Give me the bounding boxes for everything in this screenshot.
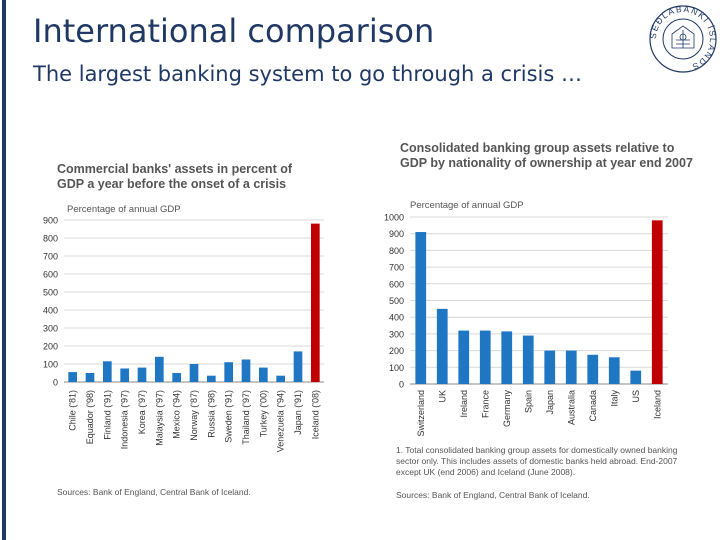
- y-tick-label: 600: [43, 270, 58, 280]
- bar: [651, 220, 663, 384]
- bar: [224, 362, 233, 382]
- bar: [120, 368, 129, 382]
- chart2: 0 100 200 300 400 500 600 700 800 900 1000 Switzerl…: [384, 213, 668, 437]
- x-tick-label: Turkey ('00): [258, 390, 268, 437]
- x-tick-label: Australia: [566, 390, 576, 425]
- bar: [259, 367, 268, 382]
- y-tick-label: 300: [43, 324, 58, 334]
- bar: [85, 373, 95, 382]
- slide-accent-bar: [2, 0, 6, 540]
- x-tick-label: Italy: [609, 390, 619, 407]
- y-tick-label: 1000: [384, 213, 404, 223]
- y-tick-label: 200: [43, 342, 58, 352]
- y-tick-label: 200: [389, 346, 404, 356]
- bar: [207, 375, 216, 382]
- chart1: 0 100 200 300 400 500 600 700 800 900 Chile ('81) E…: [43, 216, 324, 452]
- bar: [241, 359, 251, 382]
- bar: [608, 357, 620, 384]
- y-tick-label: 600: [389, 279, 404, 289]
- x-tick-label: Malaysia ('97): [154, 390, 164, 446]
- y-tick-label: 700: [389, 263, 404, 273]
- bar: [103, 361, 112, 382]
- bar: [155, 356, 164, 382]
- x-tick-label: Russia ('98): [206, 390, 216, 438]
- bar: [311, 223, 320, 382]
- chart2-title: Consolidated banking group assets relati…: [400, 141, 693, 170]
- bar: [544, 350, 556, 384]
- bar: [630, 370, 642, 384]
- x-tick-label: Norway ('87): [189, 390, 199, 441]
- x-tick-label: UK: [437, 390, 447, 403]
- bar: [587, 354, 599, 384]
- y-tick-label: 0: [399, 380, 404, 390]
- chart2-source: Sources: Bank of England, Central Bank o…: [396, 490, 590, 500]
- x-tick-label: Sweden ('91): [224, 390, 234, 443]
- x-tick-label: Equador ('98): [85, 390, 95, 444]
- x-tick-label: Iceland ('08): [310, 390, 320, 439]
- x-tick-label: Japan ('91): [293, 390, 303, 435]
- chart1-title: Commercial banks' assets in percent of G…: [57, 162, 293, 191]
- x-tick-label: Indonesia ('97): [120, 390, 130, 449]
- x-tick-label: Spain: [523, 390, 533, 413]
- y-tick-label: 400: [389, 313, 404, 323]
- bar: [522, 335, 534, 384]
- x-tick-label: Germany: [502, 390, 512, 428]
- x-tick-label: Mexico ('94): [172, 390, 182, 439]
- chart1-unit-label: Percentage of annual GDP: [67, 204, 181, 215]
- chart2-footnote: 1. Total consolidated banking group asse…: [396, 445, 678, 477]
- bar: [479, 330, 491, 384]
- slide-subtitle: The largest banking system to go through…: [33, 62, 582, 86]
- y-tick-label: 800: [43, 234, 58, 244]
- y-tick-label: 900: [43, 216, 58, 226]
- x-tick-label: Canada: [588, 390, 598, 422]
- x-tick-label: US: [631, 390, 641, 403]
- y-tick-label: 400: [43, 306, 58, 316]
- bar: [565, 350, 577, 384]
- bar: [68, 372, 77, 382]
- y-tick-label: 500: [43, 288, 58, 298]
- bar: [137, 367, 147, 382]
- x-tick-label: Korea ('97): [137, 390, 147, 434]
- y-tick-label: 900: [389, 229, 404, 239]
- bar: [415, 232, 427, 384]
- y-tick-label: 700: [43, 252, 58, 262]
- bar: [436, 308, 448, 384]
- y-tick-label: 500: [389, 296, 404, 306]
- slide-title: International comparison: [33, 12, 435, 50]
- x-tick-label: Iceland: [652, 390, 662, 419]
- bar: [501, 331, 513, 384]
- y-tick-label: 0: [53, 378, 58, 388]
- bar: [189, 364, 199, 382]
- seal-icon: SEÐLABANKI ÍSLANDS: [648, 4, 717, 73]
- x-tick-label: Thailand ('97): [241, 390, 251, 445]
- y-tick-label: 100: [43, 360, 58, 370]
- x-tick-label: France: [480, 390, 490, 418]
- chart1-source: Sources: Bank of England, Central Bank o…: [57, 487, 251, 497]
- chart2-unit-label: Percentage of annual GDP: [410, 200, 524, 211]
- x-tick-label: Finland ('91): [102, 390, 112, 440]
- bar: [172, 373, 181, 382]
- x-tick-label: Venezuela ('94): [276, 390, 286, 452]
- y-tick-label: 800: [389, 246, 404, 256]
- x-tick-label: Switzerland: [416, 390, 426, 437]
- y-tick-label: 100: [389, 363, 404, 373]
- y-tick-label: 300: [389, 329, 404, 339]
- bar: [293, 351, 303, 382]
- x-tick-label: Japan: [545, 390, 555, 415]
- bar: [458, 330, 470, 384]
- x-tick-label: Chile ('81): [68, 390, 78, 431]
- x-tick-label: Ireland: [459, 390, 469, 418]
- bar: [276, 375, 285, 382]
